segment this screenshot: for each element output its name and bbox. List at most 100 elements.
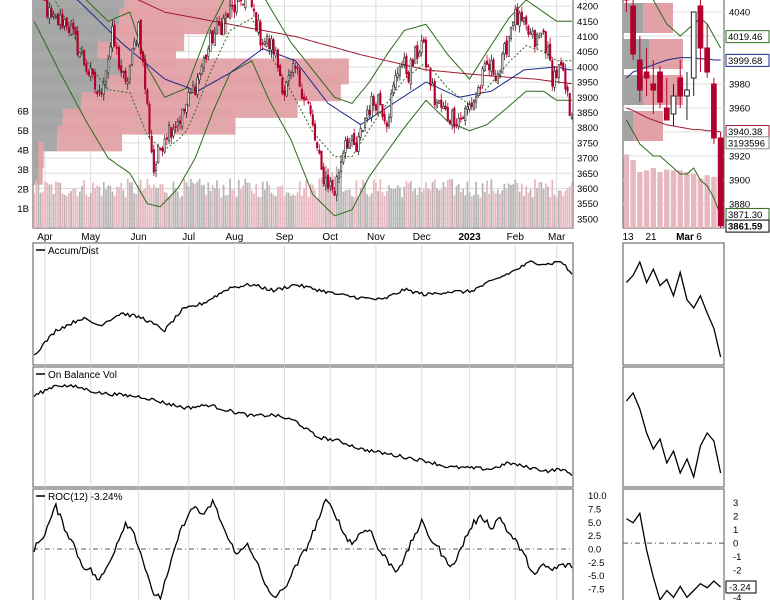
volume-bar bbox=[268, 185, 270, 228]
volume-bar bbox=[72, 189, 74, 228]
candle-body bbox=[467, 107, 469, 110]
candle-body bbox=[491, 61, 493, 72]
volume-bar bbox=[379, 179, 381, 228]
inset-candle-body bbox=[718, 138, 723, 226]
volume-bar bbox=[288, 193, 290, 228]
volume-bar bbox=[125, 197, 127, 228]
volume-bar bbox=[266, 181, 268, 228]
candle-body bbox=[377, 95, 379, 113]
candle-body bbox=[166, 138, 168, 140]
volume-bar bbox=[549, 197, 551, 228]
volume-bar bbox=[140, 180, 142, 228]
candle-body bbox=[184, 109, 186, 111]
inset-volume-bar bbox=[644, 170, 649, 228]
candle-body bbox=[356, 143, 358, 152]
roc-inset-tick-label: 1 bbox=[733, 525, 738, 536]
candle-body bbox=[140, 20, 142, 54]
inset-candle-body bbox=[691, 12, 696, 78]
candle-body bbox=[138, 22, 140, 44]
inset-volume-bar bbox=[684, 172, 689, 228]
month-label: Jul bbox=[182, 232, 195, 243]
candle-body bbox=[162, 148, 164, 151]
volume-bar bbox=[262, 182, 264, 228]
roc-tick-label: 7.5 bbox=[588, 505, 601, 516]
candle-body bbox=[127, 82, 129, 84]
volume-bar bbox=[242, 186, 244, 228]
volume-bar bbox=[68, 193, 70, 228]
candle-body bbox=[554, 71, 556, 87]
candle-body bbox=[214, 33, 216, 45]
inset-price-tick-label: 3900 bbox=[729, 176, 750, 187]
candle-body bbox=[295, 67, 297, 68]
price-tick-label: 3850 bbox=[577, 108, 598, 119]
candle-body bbox=[264, 42, 266, 45]
inset-volume-bar bbox=[637, 172, 642, 228]
candle-body bbox=[521, 12, 523, 21]
volume-bar bbox=[399, 187, 401, 228]
month-label: Oct bbox=[322, 232, 338, 243]
volume-bar bbox=[216, 180, 218, 228]
candle-body bbox=[62, 14, 64, 28]
volume-bar bbox=[440, 189, 442, 228]
volume-bar bbox=[430, 190, 432, 228]
candle-body bbox=[386, 123, 388, 127]
candle-body bbox=[120, 66, 122, 73]
candle-body bbox=[273, 40, 275, 55]
candle-body bbox=[258, 20, 260, 32]
month-label: Sep bbox=[276, 232, 294, 243]
volume-bar bbox=[519, 192, 521, 228]
volume-bar bbox=[127, 179, 129, 228]
volume-bar bbox=[355, 180, 357, 228]
volume-bar bbox=[151, 189, 153, 228]
candle-body bbox=[499, 75, 501, 76]
roc-tick-label: 10.0 bbox=[588, 491, 607, 502]
volume-bar bbox=[364, 182, 366, 228]
inset-profile-bar-down bbox=[643, 75, 683, 105]
inset-candle-body bbox=[712, 84, 717, 138]
candle-body bbox=[336, 177, 338, 195]
candle-body bbox=[223, 18, 225, 35]
candle-body bbox=[303, 97, 305, 99]
volume-bar bbox=[460, 192, 462, 228]
candle-body bbox=[282, 78, 284, 93]
volume-bar bbox=[85, 194, 87, 228]
volume-bar bbox=[390, 188, 392, 228]
candle-body bbox=[284, 90, 286, 94]
inset-candle-body bbox=[658, 72, 663, 102]
inset-candle-body bbox=[664, 108, 669, 120]
candle-body bbox=[245, 0, 247, 8]
volume-bar bbox=[480, 198, 482, 228]
volume-bar bbox=[277, 186, 279, 228]
volume-bar bbox=[517, 183, 519, 228]
inset-candle-body bbox=[698, 6, 703, 48]
candle-body bbox=[323, 167, 325, 184]
candle-body bbox=[536, 34, 538, 45]
volume-bar bbox=[129, 182, 131, 228]
month-label: Aug bbox=[226, 232, 244, 243]
candle-body bbox=[408, 72, 410, 81]
inset-date-label: 6 bbox=[696, 232, 702, 243]
volume-bar bbox=[347, 190, 349, 228]
candle-body bbox=[262, 43, 264, 44]
price-tick-label: 3900 bbox=[577, 93, 598, 104]
volume-bar bbox=[205, 195, 207, 228]
candle-body bbox=[129, 66, 131, 79]
volume-bar bbox=[275, 196, 277, 228]
candle-body bbox=[142, 52, 144, 62]
volume-bar bbox=[567, 189, 569, 228]
roc-tick-label: -5.0 bbox=[588, 571, 604, 582]
volume-bar bbox=[92, 183, 94, 228]
candle-body bbox=[532, 31, 534, 35]
candle-body bbox=[177, 122, 179, 126]
volume-bar bbox=[303, 188, 305, 228]
candle-body bbox=[151, 136, 153, 152]
volume-bar bbox=[462, 189, 464, 228]
volume-bar bbox=[203, 185, 205, 228]
volume-bar bbox=[556, 198, 558, 228]
candle-body bbox=[221, 24, 223, 35]
roc-tick-label: -7.5 bbox=[588, 585, 604, 596]
candle-body bbox=[547, 46, 549, 54]
volume-bar bbox=[499, 194, 501, 228]
candle-body bbox=[299, 70, 301, 87]
price-tag-label: 3999.68 bbox=[728, 56, 762, 67]
